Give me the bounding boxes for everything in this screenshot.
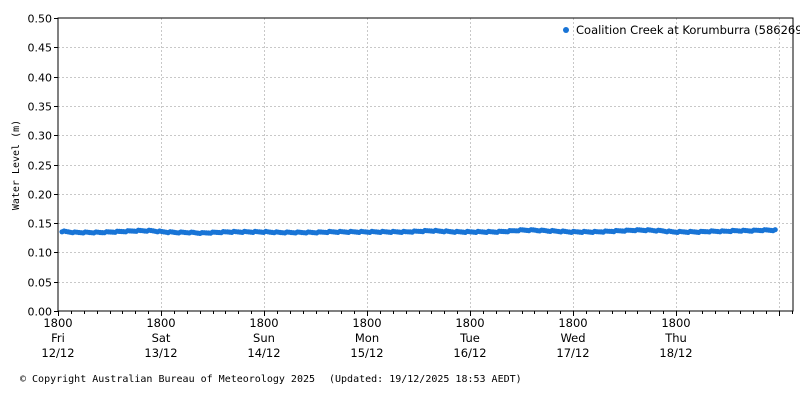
x-tick-date-label: 13/12 — [144, 346, 177, 360]
y-tick-label: 0.25 — [28, 160, 53, 173]
y-tick-label: 0.45 — [28, 42, 53, 55]
plot-frame — [57, 17, 794, 312]
x-tick-date-label: 17/12 — [556, 346, 589, 360]
grid-lines — [58, 18, 793, 311]
y-tick-label: 0.50 — [28, 13, 53, 26]
y-tick-label: 0.05 — [28, 277, 53, 290]
legend: Coalition Creek at Korumburra (586269) — [563, 23, 800, 37]
y-tick-label: 0.35 — [28, 101, 53, 114]
y-tick-label: 0.20 — [28, 189, 53, 202]
series-points — [59, 227, 778, 236]
x-tick-date-label: 14/12 — [247, 346, 280, 360]
x-tick-day-label: Fri — [51, 331, 65, 345]
x-tick-day-label: Sun — [253, 331, 275, 345]
y-tick-label: 0.40 — [28, 72, 53, 85]
x-tick-time-label: 1800 — [455, 316, 484, 330]
x-tick-time-label: 1800 — [43, 316, 72, 330]
x-tick-date-label: 18/12 — [659, 346, 692, 360]
x-tick-time-label: 1800 — [249, 316, 278, 330]
legend-marker — [563, 27, 569, 33]
x-tick-day-label: Sat — [152, 331, 171, 345]
x-tick-time-label: 1800 — [146, 316, 175, 330]
axis-ticks: 0.00 0.05 0.10 0.15 0.20 0.25 0.30 0.35 0.40 0.45… — [28, 13, 793, 360]
y-tick-label: 0.10 — [28, 247, 53, 260]
x-tick-date-label: 15/12 — [350, 346, 383, 360]
copyright-text: © Copyright Australian Bureau of Meteoro… — [20, 374, 316, 385]
y-tick-label: 0.00 — [28, 306, 53, 319]
x-tick-date-label: 16/12 — [453, 346, 486, 360]
x-tick-time-label: 1800 — [352, 316, 381, 330]
y-tick-label: 0.30 — [28, 130, 53, 143]
x-tick-time-label: 1800 — [661, 316, 690, 330]
y-tick-label: 0.15 — [28, 218, 53, 231]
updated-timestamp: (Updated: 19/12/2025 18:53 AEDT) — [329, 374, 522, 385]
x-tick-time-label: 1800 — [558, 316, 587, 330]
data-point — [772, 227, 778, 233]
legend-label: Coalition Creek at Korumburra (586269) — [576, 23, 800, 37]
x-tick-day-label: Tue — [459, 331, 480, 345]
x-tick-day-label: Wed — [560, 331, 585, 345]
x-tick-date-label: 12/12 — [41, 346, 74, 360]
y-axis-label: Water Level (m) — [11, 120, 22, 210]
x-tick-day-label: Thu — [664, 331, 687, 345]
x-tick-day-label: Mon — [355, 331, 379, 345]
